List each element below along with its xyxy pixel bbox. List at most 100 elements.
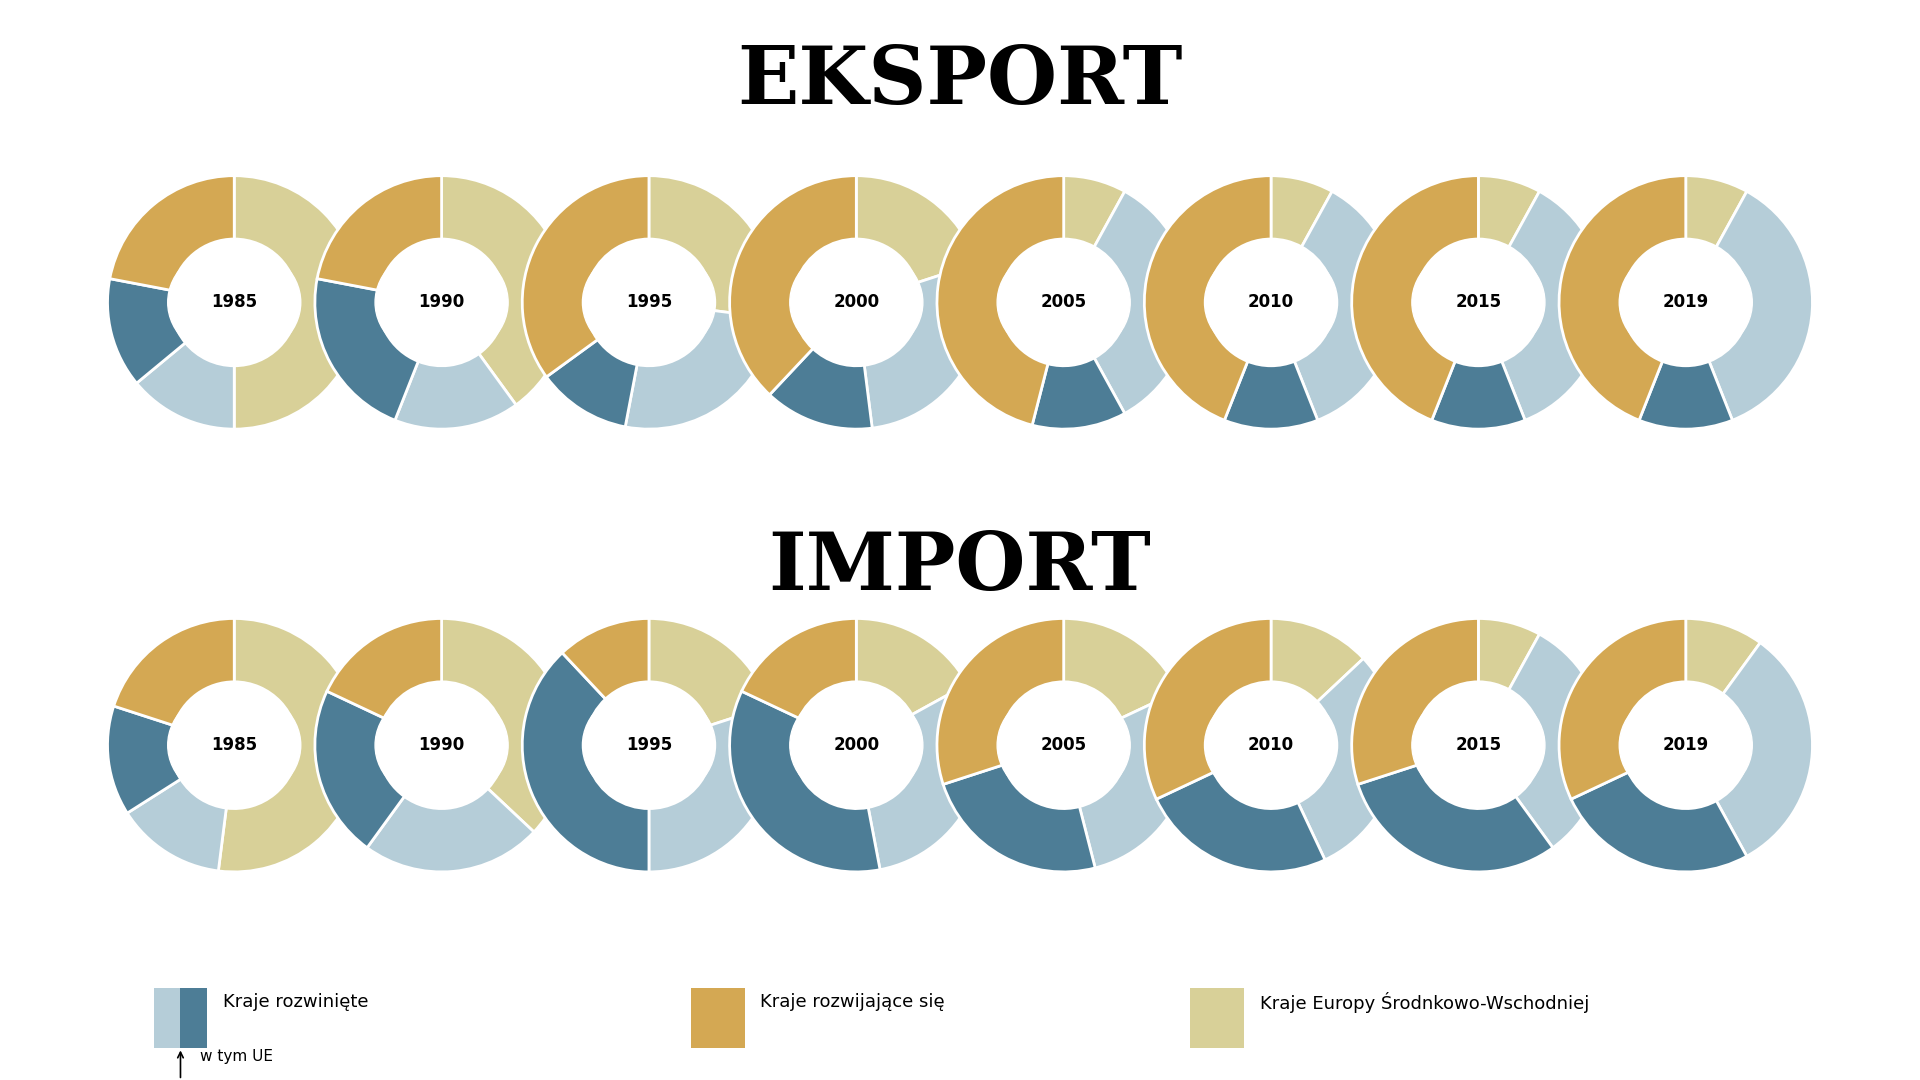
Ellipse shape (1204, 688, 1338, 802)
Text: 2019: 2019 (1663, 737, 1709, 754)
Wedge shape (522, 176, 649, 377)
Text: 2015: 2015 (1455, 294, 1501, 311)
Wedge shape (326, 619, 442, 718)
Wedge shape (1064, 619, 1179, 718)
Wedge shape (113, 619, 234, 726)
Wedge shape (649, 706, 776, 872)
Wedge shape (741, 619, 856, 718)
Wedge shape (1144, 176, 1271, 420)
Wedge shape (317, 176, 442, 291)
Wedge shape (1271, 176, 1332, 247)
Wedge shape (1033, 357, 1125, 429)
Wedge shape (1144, 619, 1271, 799)
Text: EKSPORT: EKSPORT (737, 43, 1183, 121)
Bar (154, 988, 180, 1048)
Text: 2000: 2000 (833, 737, 879, 754)
Wedge shape (109, 176, 234, 291)
Wedge shape (1640, 362, 1732, 429)
Wedge shape (864, 264, 983, 428)
Wedge shape (1686, 619, 1761, 694)
Text: Kraje Europy Środnkowo-Wschodniej: Kraje Europy Środnkowo-Wschodniej (1260, 991, 1590, 1013)
Wedge shape (1716, 643, 1812, 856)
Ellipse shape (789, 688, 924, 802)
Wedge shape (1509, 634, 1605, 848)
Wedge shape (547, 339, 637, 427)
Ellipse shape (1411, 688, 1546, 802)
Text: 2019: 2019 (1663, 294, 1709, 311)
Wedge shape (1478, 176, 1540, 247)
Wedge shape (315, 279, 419, 420)
Wedge shape (649, 176, 776, 319)
Wedge shape (442, 176, 568, 405)
Wedge shape (396, 353, 516, 429)
Text: Kraje rozwinięte: Kraje rozwinięte (223, 994, 369, 1011)
Wedge shape (522, 652, 649, 872)
Wedge shape (1501, 191, 1605, 420)
Wedge shape (1079, 691, 1190, 868)
Wedge shape (1294, 191, 1398, 420)
Text: 2010: 2010 (1248, 737, 1294, 754)
Wedge shape (730, 691, 879, 872)
Bar (180, 988, 207, 1048)
Text: 1995: 1995 (626, 294, 672, 311)
Wedge shape (649, 619, 770, 726)
Wedge shape (1709, 191, 1812, 420)
Wedge shape (1686, 176, 1747, 247)
Wedge shape (1271, 619, 1363, 702)
Text: IMPORT: IMPORT (768, 529, 1152, 607)
Wedge shape (730, 176, 856, 395)
Wedge shape (1094, 191, 1190, 414)
Text: 2015: 2015 (1455, 737, 1501, 754)
Text: 1985: 1985 (211, 737, 257, 754)
Wedge shape (367, 788, 534, 872)
Wedge shape (1559, 619, 1686, 799)
Wedge shape (1432, 362, 1524, 429)
Ellipse shape (582, 688, 716, 802)
Wedge shape (770, 349, 872, 429)
Wedge shape (1298, 659, 1398, 860)
Text: 1990: 1990 (419, 294, 465, 311)
Text: 2000: 2000 (833, 294, 879, 311)
Text: 2005: 2005 (1041, 737, 1087, 754)
Ellipse shape (1619, 688, 1753, 802)
Ellipse shape (996, 688, 1131, 802)
Wedge shape (108, 279, 186, 383)
Ellipse shape (1619, 245, 1753, 360)
Wedge shape (856, 619, 968, 715)
Ellipse shape (167, 688, 301, 802)
Wedge shape (1352, 176, 1478, 420)
Wedge shape (136, 342, 234, 429)
Ellipse shape (789, 245, 924, 360)
Wedge shape (442, 619, 568, 832)
Wedge shape (943, 765, 1094, 872)
Ellipse shape (167, 245, 301, 360)
Wedge shape (1357, 765, 1553, 872)
Ellipse shape (374, 688, 509, 802)
Wedge shape (315, 691, 405, 848)
Text: w tym UE: w tym UE (200, 1049, 273, 1064)
Wedge shape (1064, 176, 1125, 247)
Text: 1995: 1995 (626, 737, 672, 754)
Ellipse shape (1411, 245, 1546, 360)
Text: 1985: 1985 (211, 294, 257, 311)
Wedge shape (1571, 772, 1747, 872)
Ellipse shape (996, 245, 1131, 360)
Wedge shape (1225, 362, 1317, 429)
Text: 2005: 2005 (1041, 294, 1087, 311)
Ellipse shape (374, 245, 509, 360)
Wedge shape (1352, 619, 1478, 784)
Wedge shape (937, 176, 1064, 426)
Wedge shape (1478, 619, 1540, 690)
Wedge shape (626, 310, 774, 429)
Wedge shape (108, 706, 180, 813)
Wedge shape (219, 619, 361, 872)
Wedge shape (1559, 176, 1686, 420)
Wedge shape (234, 176, 361, 429)
Ellipse shape (582, 245, 716, 360)
Wedge shape (937, 619, 1064, 784)
Wedge shape (127, 779, 227, 870)
Wedge shape (1156, 772, 1325, 872)
Text: 1990: 1990 (419, 737, 465, 754)
Wedge shape (856, 176, 977, 283)
Text: 2010: 2010 (1248, 294, 1294, 311)
